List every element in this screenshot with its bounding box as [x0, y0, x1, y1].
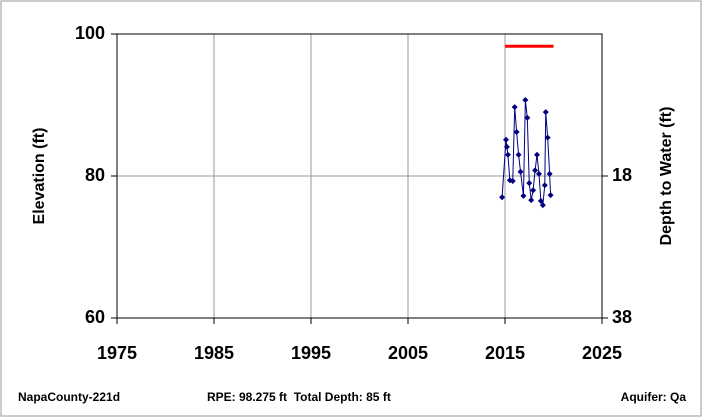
data-point — [535, 170, 542, 177]
data-point — [515, 151, 522, 158]
data-point — [530, 187, 537, 194]
y-axis-label: Elevation (ft) — [31, 128, 48, 225]
data-point — [502, 136, 509, 143]
data-point — [511, 104, 518, 111]
data-point — [504, 151, 511, 158]
x-tick-label: 1975 — [97, 343, 137, 363]
x-tick-label: 1985 — [194, 343, 234, 363]
data-point — [544, 134, 551, 141]
y2-tick-label: 18 — [612, 165, 632, 185]
data-point — [499, 194, 506, 201]
y2-axis-label: Depth to Water (ft) — [658, 107, 675, 246]
x-tick-label: 2015 — [485, 343, 525, 363]
data-point — [524, 114, 531, 121]
data-point — [517, 168, 524, 175]
data-point — [528, 197, 535, 204]
footer-aquifer: Aquifer: Qa — [621, 390, 687, 404]
data-point — [546, 170, 553, 177]
y-tick-label: 80 — [85, 165, 105, 185]
plot-border — [116, 33, 603, 319]
data-point — [513, 128, 520, 135]
data-point — [542, 109, 549, 116]
data-point — [537, 197, 544, 204]
data-point — [539, 202, 546, 209]
data-point — [526, 180, 533, 187]
y-tick-label: 100 — [75, 23, 105, 43]
data-point — [509, 177, 516, 184]
x-tick-label: 1995 — [291, 343, 331, 363]
data-point — [532, 167, 539, 174]
y2-tick-label: 38 — [612, 307, 632, 327]
x-tick-label: 2005 — [388, 343, 428, 363]
data-point — [503, 143, 510, 150]
data-point — [547, 192, 554, 199]
data-point — [541, 182, 548, 189]
data-point — [520, 192, 527, 199]
footer-info: RPE: 98.275 ft Total Depth: 85 ft — [207, 390, 391, 404]
footer-well: NapaCounty-221d — [18, 390, 120, 404]
data-point — [522, 97, 529, 104]
data-point — [534, 151, 541, 158]
y-tick-label: 60 — [85, 307, 105, 327]
x-tick-label: 2025 — [582, 343, 622, 363]
